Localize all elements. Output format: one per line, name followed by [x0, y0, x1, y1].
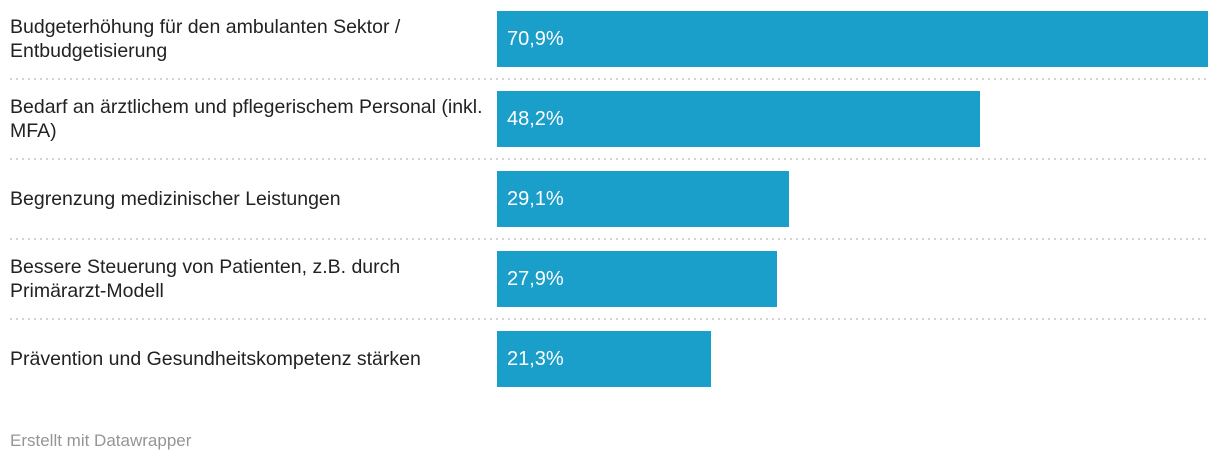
category-label: Prävention und Gesundheitskompetenz stär… — [10, 348, 421, 370]
bar-track: 29,1% — [497, 171, 1208, 227]
chart-row: Prävention und Gesundheitskompetenz stär… — [10, 320, 1208, 398]
row-separator — [10, 158, 1208, 160]
chart-row: Bessere Steuerung von Patienten, z.B. du… — [10, 240, 1208, 318]
row-separator — [10, 318, 1208, 320]
chart-footer: Erstellt mit Datawrapper — [10, 431, 1208, 451]
chart-row: Begrenzung medizinischer Leistungen 29,1… — [10, 160, 1208, 238]
value-label: 48,2% — [507, 107, 564, 130]
value-label: 27,9% — [507, 267, 564, 290]
chart-row: Bedarf an ärztlichem und pflegerischem P… — [10, 80, 1208, 158]
bar: 27,9% — [497, 251, 777, 307]
category-label: Budgeterhöhung für den ambulanten Sektor… — [10, 16, 401, 62]
bar: 70,9% — [497, 11, 1208, 67]
datawrapper-attribution-link[interactable]: Erstellt mit Datawrapper — [10, 431, 192, 450]
row-separator — [10, 78, 1208, 80]
category-label: Bessere Steuerung von Patienten, z.B. du… — [10, 256, 401, 302]
bar: 21,3% — [497, 331, 711, 387]
bar-track: 48,2% — [497, 91, 1208, 147]
category-label: Bedarf an ärztlichem und pflegerischem P… — [10, 96, 483, 142]
bar: 29,1% — [497, 171, 789, 227]
value-label: 29,1% — [507, 187, 564, 210]
bar: 48,2% — [497, 91, 981, 147]
row-separator — [10, 238, 1208, 240]
chart-row: Budgeterhöhung für den ambulanten Sektor… — [10, 0, 1208, 78]
value-label: 21,3% — [507, 347, 564, 370]
category-label: Begrenzung medizinischer Leistungen — [10, 188, 341, 210]
bar-track: 27,9% — [497, 251, 1208, 307]
bar-track: 70,9% — [497, 11, 1208, 67]
value-label: 70,9% — [507, 27, 564, 50]
bar-track: 21,3% — [497, 331, 1208, 387]
